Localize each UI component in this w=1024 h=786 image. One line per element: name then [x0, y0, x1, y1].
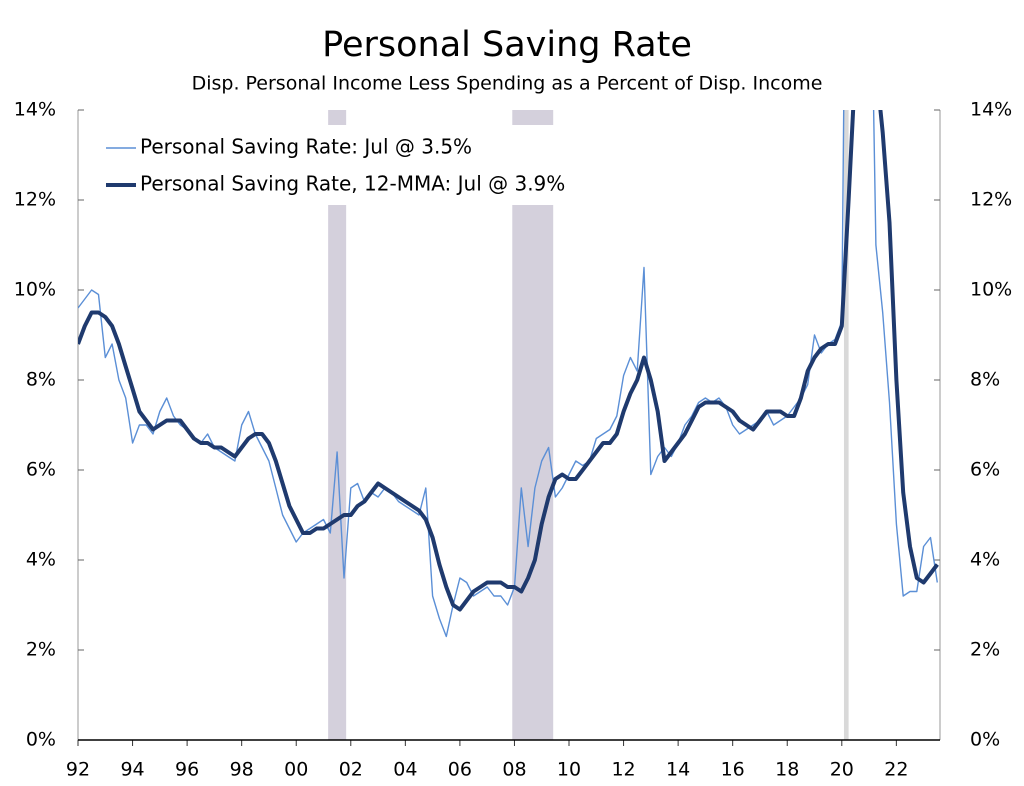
legend-box [100, 125, 660, 205]
recession-band [843, 110, 849, 740]
y-tick-label: 14% [14, 99, 56, 121]
series-line [78, 110, 938, 638]
series-line [78, 110, 939, 612]
y2-tick-label: 4% [970, 549, 1000, 571]
y-tick-label: 12% [14, 189, 56, 211]
x-tick-label: 06 [448, 759, 472, 781]
y-tick-label: 8% [26, 369, 56, 391]
y2-tick-label: 8% [970, 369, 1000, 391]
x-tick-label: 04 [393, 759, 417, 781]
x-tick-label: 94 [120, 759, 144, 781]
x-tick-label: 20 [830, 759, 854, 781]
x-tick-label: 98 [230, 759, 254, 781]
y-tick-label: 4% [26, 549, 56, 571]
x-tick-label: 12 [611, 759, 635, 781]
y-tick-label: 6% [26, 459, 56, 481]
x-tick-label: 14 [666, 759, 690, 781]
legend-label: Personal Saving Rate: Jul @ 3.5% [140, 135, 472, 159]
legend-label: Personal Saving Rate, 12-MMA: Jul @ 3.9% [140, 172, 565, 196]
y2-tick-label: 2% [970, 639, 1000, 661]
x-tick-label: 02 [339, 759, 363, 781]
y2-tick-label: 6% [970, 459, 1000, 481]
y2-tick-label: 0% [970, 729, 1000, 751]
recession-band [328, 110, 347, 740]
plot-area [78, 110, 939, 638]
x-tick-label: 96 [175, 759, 199, 781]
y2-tick-label: 14% [970, 99, 1012, 121]
chart-subtitle: Disp. Personal Income Less Spending as a… [192, 73, 823, 95]
y-tick-label: 10% [14, 279, 56, 301]
x-tick-label: 16 [721, 759, 745, 781]
y2-tick-label: 10% [970, 279, 1012, 301]
x-tick-label: 08 [502, 759, 526, 781]
y-tick-label: 2% [26, 639, 56, 661]
x-tick-label: 10 [557, 759, 581, 781]
x-tick-label: 92 [66, 759, 90, 781]
x-tick-label: 00 [284, 759, 308, 781]
y2-tick-label: 12% [970, 189, 1012, 211]
x-tick-label: 18 [775, 759, 799, 781]
recession-band [512, 110, 554, 740]
chart-title: Personal Saving Rate [322, 25, 692, 65]
y-tick-label: 0% [26, 729, 56, 751]
x-tick-label: 22 [884, 759, 908, 781]
